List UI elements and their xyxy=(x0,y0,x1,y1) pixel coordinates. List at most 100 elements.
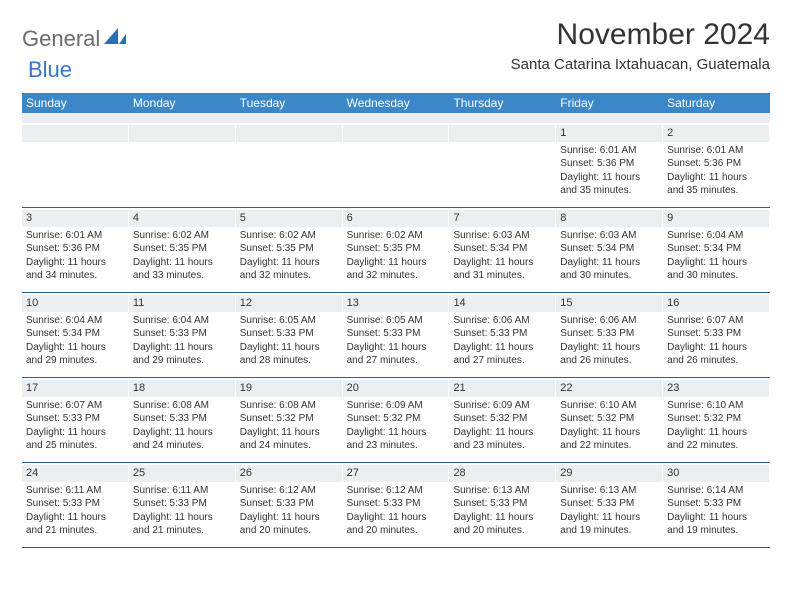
day-number: 28 xyxy=(453,467,465,479)
day-number: 6 xyxy=(347,212,353,224)
day-number-band: 29 xyxy=(556,465,662,482)
logo-text-blue: Blue xyxy=(28,57,72,82)
daylight-line: Daylight: 11 hours and 20 minutes. xyxy=(240,511,338,538)
day-number-band: 6 xyxy=(343,210,449,227)
sunrise-line: Sunrise: 6:13 AM xyxy=(453,484,551,498)
sunset-line: Sunset: 5:35 PM xyxy=(347,242,445,256)
day-number-band: 22 xyxy=(556,380,662,397)
day-number-band xyxy=(129,125,235,142)
day-number-band: 10 xyxy=(22,295,128,312)
sunrise-line: Sunrise: 6:01 AM xyxy=(560,144,658,158)
day-of-week-header: Sunday Monday Tuesday Wednesday Thursday… xyxy=(22,93,770,113)
day-number-band: 7 xyxy=(449,210,555,227)
daylight-line: Daylight: 11 hours and 21 minutes. xyxy=(133,511,231,538)
calendar-week: 17Sunrise: 6:07 AMSunset: 5:33 PMDayligh… xyxy=(22,378,770,463)
calendar-day: 28Sunrise: 6:13 AMSunset: 5:33 PMDayligh… xyxy=(449,463,556,547)
header-spacer xyxy=(22,113,770,123)
day-number-band: 27 xyxy=(343,465,449,482)
day-number-band: 9 xyxy=(663,210,769,227)
sunrise-line: Sunrise: 6:09 AM xyxy=(453,399,551,413)
calendar-day: 15Sunrise: 6:06 AMSunset: 5:33 PMDayligh… xyxy=(556,293,663,377)
logo-text-gray: General xyxy=(22,26,100,52)
day-number-band: 14 xyxy=(449,295,555,312)
sunset-line: Sunset: 5:33 PM xyxy=(347,497,445,511)
day-number: 25 xyxy=(133,467,145,479)
calendar-day: 12Sunrise: 6:05 AMSunset: 5:33 PMDayligh… xyxy=(236,293,343,377)
calendar-day: 13Sunrise: 6:05 AMSunset: 5:33 PMDayligh… xyxy=(343,293,450,377)
calendar-day: 27Sunrise: 6:12 AMSunset: 5:33 PMDayligh… xyxy=(343,463,450,547)
sunset-line: Sunset: 5:34 PM xyxy=(453,242,551,256)
day-number: 19 xyxy=(240,382,252,394)
day-number-band xyxy=(343,125,449,142)
daylight-line: Daylight: 11 hours and 27 minutes. xyxy=(453,341,551,368)
day-number-band: 28 xyxy=(449,465,555,482)
daylight-line: Daylight: 11 hours and 23 minutes. xyxy=(347,426,445,453)
sunrise-line: Sunrise: 6:03 AM xyxy=(560,229,658,243)
calendar-day: 8Sunrise: 6:03 AMSunset: 5:34 PMDaylight… xyxy=(556,208,663,292)
sunset-line: Sunset: 5:33 PM xyxy=(347,327,445,341)
sunset-line: Sunset: 5:33 PM xyxy=(453,327,551,341)
day-number: 8 xyxy=(560,212,566,224)
daylight-line: Daylight: 11 hours and 30 minutes. xyxy=(560,256,658,283)
sunset-line: Sunset: 5:33 PM xyxy=(667,327,765,341)
daylight-line: Daylight: 11 hours and 26 minutes. xyxy=(560,341,658,368)
dow-sunday: Sunday xyxy=(22,93,129,113)
day-number xyxy=(240,127,243,139)
weeks-container: 1Sunrise: 6:01 AMSunset: 5:36 PMDaylight… xyxy=(22,123,770,548)
day-number: 10 xyxy=(26,297,38,309)
daylight-line: Daylight: 11 hours and 24 minutes. xyxy=(133,426,231,453)
dow-wednesday: Wednesday xyxy=(343,93,450,113)
day-number-band: 20 xyxy=(343,380,449,397)
daylight-line: Daylight: 11 hours and 32 minutes. xyxy=(240,256,338,283)
month-title: November 2024 xyxy=(511,18,770,52)
sunrise-line: Sunrise: 6:10 AM xyxy=(560,399,658,413)
sunset-line: Sunset: 5:33 PM xyxy=(560,327,658,341)
sunset-line: Sunset: 5:35 PM xyxy=(240,242,338,256)
calendar-day: 20Sunrise: 6:09 AMSunset: 5:32 PMDayligh… xyxy=(343,378,450,462)
day-number: 12 xyxy=(240,297,252,309)
day-number: 16 xyxy=(667,297,679,309)
calendar-day: 9Sunrise: 6:04 AMSunset: 5:34 PMDaylight… xyxy=(663,208,770,292)
logo: General xyxy=(22,26,128,52)
daylight-line: Daylight: 11 hours and 23 minutes. xyxy=(453,426,551,453)
day-number: 15 xyxy=(560,297,572,309)
dow-tuesday: Tuesday xyxy=(236,93,343,113)
day-number-band: 30 xyxy=(663,465,769,482)
sunset-line: Sunset: 5:36 PM xyxy=(560,157,658,171)
sunrise-line: Sunrise: 6:10 AM xyxy=(667,399,765,413)
dow-saturday: Saturday xyxy=(663,93,770,113)
day-number-band: 15 xyxy=(556,295,662,312)
daylight-line: Daylight: 11 hours and 35 minutes. xyxy=(560,171,658,198)
calendar-day xyxy=(449,123,556,207)
day-number-band: 19 xyxy=(236,380,342,397)
day-number xyxy=(347,127,350,139)
daylight-line: Daylight: 11 hours and 27 minutes. xyxy=(347,341,445,368)
day-number-band: 25 xyxy=(129,465,235,482)
calendar-week: 1Sunrise: 6:01 AMSunset: 5:36 PMDaylight… xyxy=(22,123,770,208)
sunrise-line: Sunrise: 6:01 AM xyxy=(667,144,765,158)
sunrise-line: Sunrise: 6:13 AM xyxy=(560,484,658,498)
daylight-line: Daylight: 11 hours and 35 minutes. xyxy=(667,171,765,198)
calendar-day: 16Sunrise: 6:07 AMSunset: 5:33 PMDayligh… xyxy=(663,293,770,377)
calendar-week: 24Sunrise: 6:11 AMSunset: 5:33 PMDayligh… xyxy=(22,463,770,548)
sunrise-line: Sunrise: 6:02 AM xyxy=(240,229,338,243)
sunrise-line: Sunrise: 6:05 AM xyxy=(240,314,338,328)
day-number: 26 xyxy=(240,467,252,479)
day-number-band: 23 xyxy=(663,380,769,397)
day-number-band: 13 xyxy=(343,295,449,312)
day-number-band: 26 xyxy=(236,465,342,482)
calendar-day: 30Sunrise: 6:14 AMSunset: 5:33 PMDayligh… xyxy=(663,463,770,547)
sunrise-line: Sunrise: 6:02 AM xyxy=(347,229,445,243)
day-number-band xyxy=(22,125,128,142)
daylight-line: Daylight: 11 hours and 29 minutes. xyxy=(26,341,124,368)
calendar-day: 1Sunrise: 6:01 AMSunset: 5:36 PMDaylight… xyxy=(556,123,663,207)
sunset-line: Sunset: 5:33 PM xyxy=(667,497,765,511)
daylight-line: Daylight: 11 hours and 21 minutes. xyxy=(26,511,124,538)
sunset-line: Sunset: 5:34 PM xyxy=(26,327,124,341)
sunset-line: Sunset: 5:33 PM xyxy=(26,497,124,511)
daylight-line: Daylight: 11 hours and 24 minutes. xyxy=(240,426,338,453)
day-number: 11 xyxy=(133,297,144,309)
sunset-line: Sunset: 5:32 PM xyxy=(560,412,658,426)
day-number: 30 xyxy=(667,467,679,479)
calendar-day: 17Sunrise: 6:07 AMSunset: 5:33 PMDayligh… xyxy=(22,378,129,462)
